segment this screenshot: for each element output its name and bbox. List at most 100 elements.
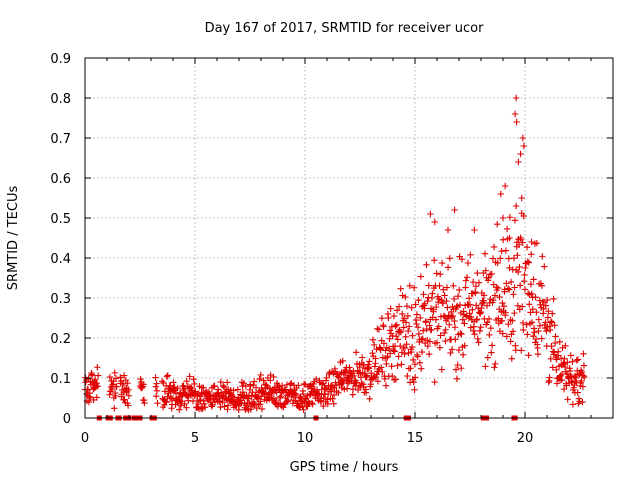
data-point bbox=[494, 284, 502, 292]
data-point bbox=[524, 258, 531, 265]
data-point bbox=[516, 282, 524, 289]
data-point bbox=[201, 400, 208, 408]
data-point bbox=[140, 381, 147, 388]
data-point bbox=[517, 236, 525, 243]
data-point bbox=[292, 391, 300, 398]
data-point bbox=[515, 158, 522, 166]
data-point bbox=[106, 391, 113, 398]
data-point bbox=[458, 330, 465, 338]
data-point bbox=[556, 338, 563, 345]
data-point bbox=[546, 374, 553, 381]
data-point bbox=[404, 312, 412, 320]
x-tick-label: 5 bbox=[191, 431, 199, 446]
x-tick-label: 15 bbox=[407, 431, 424, 446]
data-point bbox=[506, 264, 513, 271]
data-point bbox=[323, 385, 331, 392]
data-point bbox=[374, 325, 381, 333]
data-point bbox=[408, 304, 415, 311]
data-point bbox=[412, 374, 419, 381]
data-point bbox=[538, 335, 545, 342]
data-point bbox=[515, 268, 522, 276]
y-tick-label: 0.7 bbox=[50, 132, 71, 147]
data-point bbox=[402, 319, 410, 326]
y-tick-label: 0.3 bbox=[50, 292, 71, 307]
data-point bbox=[432, 303, 440, 311]
data-point bbox=[488, 270, 495, 278]
data-point bbox=[480, 292, 488, 299]
data-point bbox=[469, 278, 477, 286]
y-tick-label: 0.5 bbox=[50, 212, 71, 227]
data-point bbox=[86, 394, 94, 401]
data-point bbox=[257, 398, 264, 405]
data-point bbox=[258, 405, 266, 413]
data-point bbox=[406, 282, 413, 290]
data-point bbox=[467, 324, 474, 331]
data-point bbox=[528, 290, 535, 298]
data-point bbox=[393, 307, 401, 314]
data-point bbox=[312, 375, 320, 383]
data-point bbox=[502, 182, 509, 190]
data-point bbox=[499, 330, 506, 337]
data-point bbox=[421, 300, 429, 307]
data-point bbox=[449, 312, 457, 320]
data-point bbox=[428, 326, 435, 334]
data-point bbox=[528, 238, 535, 246]
data-point bbox=[558, 376, 566, 384]
data-point bbox=[351, 372, 358, 380]
data-point bbox=[463, 274, 471, 281]
data-point bbox=[523, 321, 530, 328]
data-point bbox=[548, 319, 556, 326]
data-point bbox=[378, 314, 386, 322]
data-point bbox=[477, 324, 484, 331]
data-point bbox=[473, 316, 481, 323]
data-point bbox=[446, 255, 453, 262]
data-point bbox=[444, 264, 452, 271]
data-point bbox=[388, 372, 396, 380]
data-point bbox=[528, 319, 536, 326]
data-point bbox=[538, 282, 546, 289]
data-point bbox=[184, 393, 191, 400]
data-point bbox=[469, 306, 476, 314]
data-point bbox=[205, 388, 213, 396]
data-point bbox=[200, 384, 207, 391]
data-point bbox=[485, 315, 493, 323]
data-point bbox=[359, 381, 367, 388]
data-point bbox=[413, 320, 420, 328]
data-point bbox=[392, 332, 400, 340]
data-point bbox=[153, 380, 160, 387]
data-point bbox=[152, 374, 159, 381]
data-point bbox=[511, 284, 518, 291]
data-point bbox=[475, 279, 483, 286]
data-point bbox=[163, 398, 170, 406]
data-point bbox=[503, 280, 510, 287]
data-point bbox=[270, 373, 277, 381]
data-point bbox=[534, 344, 541, 352]
data-point bbox=[502, 247, 510, 254]
data-point bbox=[153, 392, 160, 400]
data-point bbox=[509, 317, 516, 324]
data-point bbox=[484, 354, 491, 361]
data-point bbox=[386, 327, 394, 334]
data-point bbox=[407, 365, 414, 372]
data-point bbox=[456, 286, 463, 294]
data-point bbox=[370, 341, 378, 349]
data-point bbox=[530, 332, 537, 340]
data-point bbox=[366, 395, 373, 402]
data-point bbox=[413, 351, 421, 359]
data-point bbox=[382, 382, 390, 389]
data-point bbox=[341, 385, 348, 393]
data-point bbox=[526, 301, 533, 308]
data-point bbox=[154, 400, 161, 407]
data-point bbox=[443, 297, 450, 305]
data-point bbox=[385, 314, 392, 322]
data-point bbox=[461, 320, 468, 327]
data-point bbox=[561, 355, 568, 362]
data-point bbox=[365, 365, 373, 372]
data-point bbox=[436, 282, 443, 289]
y-tick-label: 0.2 bbox=[50, 332, 71, 347]
data-point bbox=[282, 386, 289, 393]
data-point bbox=[366, 358, 373, 365]
data-point bbox=[477, 310, 484, 317]
data-point bbox=[440, 286, 447, 293]
data-point bbox=[524, 331, 531, 338]
